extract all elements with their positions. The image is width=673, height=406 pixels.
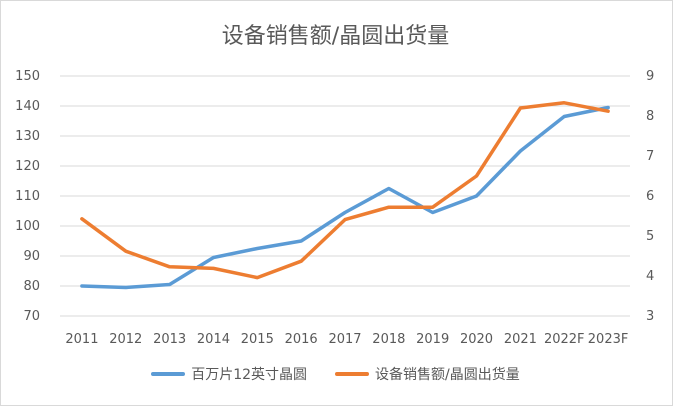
y-right-tick-label: 7 [646, 149, 654, 164]
x-tick-label: 2017 [328, 332, 361, 347]
x-tick-label: 2020 [460, 332, 493, 347]
y-left-tick-label: 140 [15, 99, 40, 114]
legend-item-ratio: 设备销售额/晶圆出货量 [335, 364, 520, 384]
series-line-wafer [80, 105, 610, 290]
legend: 百万片12英寸晶圆 设备销售额/晶圆出货量 [0, 364, 671, 384]
chart-title: 设备销售额/晶圆出货量 [221, 24, 450, 49]
y-left-tick-label: 100 [15, 219, 40, 234]
y-left-tick-label: 150 [15, 69, 40, 84]
x-tick-label: 2012 [109, 332, 142, 347]
x-tick-label: 2023F [588, 332, 629, 347]
x-tick-label: 2015 [241, 332, 274, 347]
y-right-tick-label: 5 [646, 229, 654, 244]
y-right-tick-label: 8 [646, 109, 654, 124]
y-left-tick-label: 120 [15, 159, 40, 174]
y-right-tick-label: 4 [646, 269, 654, 284]
y-right-tick-label: 3 [646, 309, 654, 324]
legend-item-wafer: 百万片12英寸晶圆 [151, 364, 307, 384]
x-tick-label: 2014 [197, 332, 230, 347]
x-tick-label: 2022F [544, 332, 585, 347]
y-left-tick-label: 70 [23, 309, 40, 324]
x-tick-label: 2016 [285, 332, 318, 347]
legend-label-wafer: 百万片12英寸晶圆 [191, 367, 308, 383]
y-left-tick-label: 110 [15, 189, 40, 204]
legend-swatch-wafer [151, 372, 186, 376]
series-line-ratio [80, 101, 610, 280]
y-left-tick-label: 130 [15, 129, 40, 144]
legend-label-ratio: 设备销售额/晶圆出货量 [375, 367, 520, 383]
x-tick-label: 2013 [153, 332, 186, 347]
x-tick-label: 2018 [372, 332, 405, 347]
x-tick-label: 2021 [504, 332, 537, 347]
y-right-tick-label: 6 [646, 189, 654, 204]
legend-swatch-ratio [335, 372, 370, 376]
x-tick-label: 2019 [416, 332, 449, 347]
y-right-tick-label: 9 [646, 69, 654, 84]
y-left-tick-label: 90 [23, 249, 40, 264]
x-tick-label: 2011 [65, 332, 98, 347]
y-left-tick-label: 80 [23, 279, 40, 294]
